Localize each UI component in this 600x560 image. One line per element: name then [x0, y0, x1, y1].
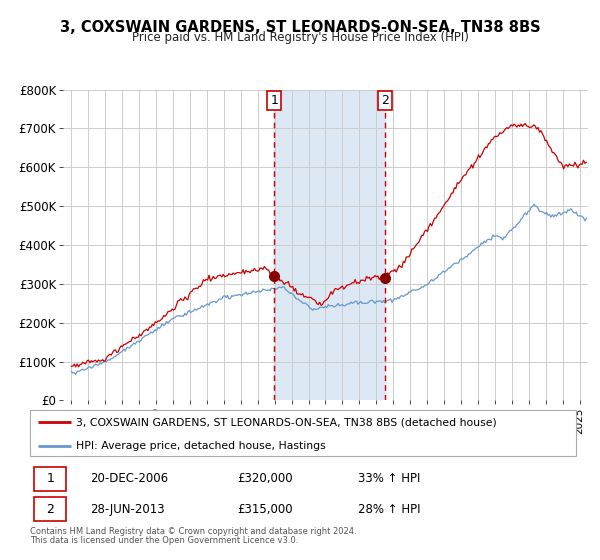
Bar: [274, 90, 385, 400]
Text: 2: 2: [380, 94, 389, 108]
Text: 20-DEC-2006: 20-DEC-2006: [90, 472, 168, 486]
Text: Contains HM Land Registry data © Crown copyright and database right 2024.: Contains HM Land Registry data © Crown c…: [30, 528, 356, 536]
Text: Price paid vs. HM Land Registry's House Price Index (HPI): Price paid vs. HM Land Registry's House …: [131, 31, 469, 44]
FancyBboxPatch shape: [30, 410, 576, 456]
Text: 2: 2: [46, 502, 54, 516]
Text: 1: 1: [46, 472, 54, 486]
FancyBboxPatch shape: [34, 497, 66, 521]
Text: 28% ↑ HPI: 28% ↑ HPI: [358, 502, 420, 516]
Text: 1: 1: [270, 94, 278, 108]
Text: 3, COXSWAIN GARDENS, ST LEONARDS-ON-SEA, TN38 8BS (detached house): 3, COXSWAIN GARDENS, ST LEONARDS-ON-SEA,…: [76, 417, 497, 427]
FancyBboxPatch shape: [34, 466, 66, 491]
Text: £315,000: £315,000: [238, 502, 293, 516]
Text: 28-JUN-2013: 28-JUN-2013: [90, 502, 164, 516]
Text: £320,000: £320,000: [238, 472, 293, 486]
Text: 33% ↑ HPI: 33% ↑ HPI: [358, 472, 420, 486]
Text: This data is licensed under the Open Government Licence v3.0.: This data is licensed under the Open Gov…: [30, 536, 298, 545]
Text: HPI: Average price, detached house, Hastings: HPI: Average price, detached house, Hast…: [76, 441, 326, 451]
Text: 3, COXSWAIN GARDENS, ST LEONARDS-ON-SEA, TN38 8BS: 3, COXSWAIN GARDENS, ST LEONARDS-ON-SEA,…: [59, 20, 541, 35]
